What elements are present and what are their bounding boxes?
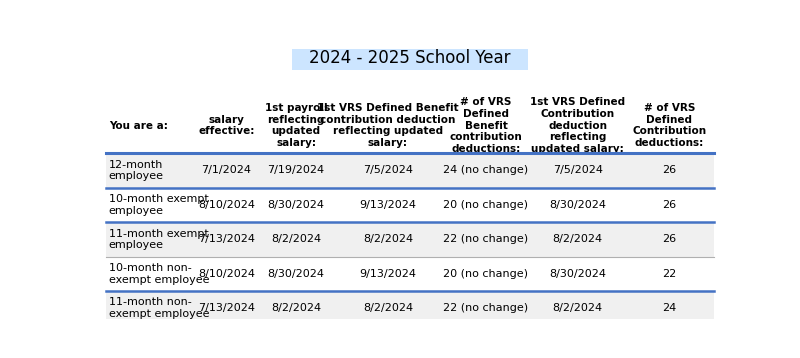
Text: 22 (no change): 22 (no change): [443, 303, 529, 313]
Text: 1st VRS Defined Benefit
contribution deduction
reflecting updated
salary:: 1st VRS Defined Benefit contribution ded…: [317, 103, 458, 148]
Text: 10-month exempt
employee: 10-month exempt employee: [109, 194, 209, 216]
Text: 7/1/2024: 7/1/2024: [202, 165, 251, 175]
Text: 8/10/2024: 8/10/2024: [198, 200, 255, 210]
Text: 8/2/2024: 8/2/2024: [362, 303, 413, 313]
Text: 7/19/2024: 7/19/2024: [267, 165, 325, 175]
Text: 2024 - 2025 School Year: 2024 - 2025 School Year: [310, 49, 510, 67]
Text: 11-month non-
exempt employee: 11-month non- exempt employee: [109, 297, 209, 319]
FancyBboxPatch shape: [106, 291, 714, 325]
Text: 7/13/2024: 7/13/2024: [198, 303, 255, 313]
Text: 8/2/2024: 8/2/2024: [271, 234, 321, 245]
Text: 24: 24: [662, 303, 677, 313]
Text: 26: 26: [662, 200, 677, 210]
Text: 8/2/2024: 8/2/2024: [271, 303, 321, 313]
FancyBboxPatch shape: [106, 153, 714, 188]
Text: 8/10/2024: 8/10/2024: [198, 269, 255, 279]
FancyBboxPatch shape: [106, 257, 714, 291]
Text: 7/13/2024: 7/13/2024: [198, 234, 255, 245]
Text: 8/30/2024: 8/30/2024: [267, 269, 325, 279]
Text: 8/2/2024: 8/2/2024: [362, 234, 413, 245]
Text: # of VRS
Defined
Contribution
deductions:: # of VRS Defined Contribution deductions…: [633, 103, 706, 148]
Text: 7/5/2024: 7/5/2024: [553, 165, 602, 175]
Text: 22 (no change): 22 (no change): [443, 234, 529, 245]
FancyBboxPatch shape: [292, 49, 528, 70]
Text: 8/2/2024: 8/2/2024: [553, 234, 602, 245]
Text: # of VRS
Defined
Benefit
contribution
deductions:: # of VRS Defined Benefit contribution de…: [450, 97, 522, 154]
Text: 7/5/2024: 7/5/2024: [363, 165, 413, 175]
Text: 8/2/2024: 8/2/2024: [553, 303, 602, 313]
FancyBboxPatch shape: [106, 188, 714, 222]
Text: 1st VRS Defined
Contribution
deduction
reflecting
updated salary:: 1st VRS Defined Contribution deduction r…: [530, 97, 626, 154]
Text: 11-month exempt
employee: 11-month exempt employee: [109, 228, 209, 250]
Text: 8/30/2024: 8/30/2024: [267, 200, 325, 210]
Text: 20 (no change): 20 (no change): [443, 200, 529, 210]
Text: 8/30/2024: 8/30/2024: [550, 269, 606, 279]
Text: 12-month
employee: 12-month employee: [109, 160, 164, 181]
Text: 26: 26: [662, 165, 677, 175]
Text: 9/13/2024: 9/13/2024: [359, 269, 416, 279]
Text: 1st payroll
reflecting
updated
salary:: 1st payroll reflecting updated salary:: [265, 103, 327, 148]
Text: salary
effective:: salary effective:: [198, 115, 254, 136]
FancyBboxPatch shape: [106, 222, 714, 257]
Text: 24 (no change): 24 (no change): [443, 165, 529, 175]
Text: 9/13/2024: 9/13/2024: [359, 200, 416, 210]
Text: 10-month non-
exempt employee: 10-month non- exempt employee: [109, 263, 209, 285]
Text: 8/30/2024: 8/30/2024: [550, 200, 606, 210]
Text: 22: 22: [662, 269, 677, 279]
Text: 26: 26: [662, 234, 677, 245]
Text: 20 (no change): 20 (no change): [443, 269, 529, 279]
Text: You are a:: You are a:: [109, 121, 167, 131]
